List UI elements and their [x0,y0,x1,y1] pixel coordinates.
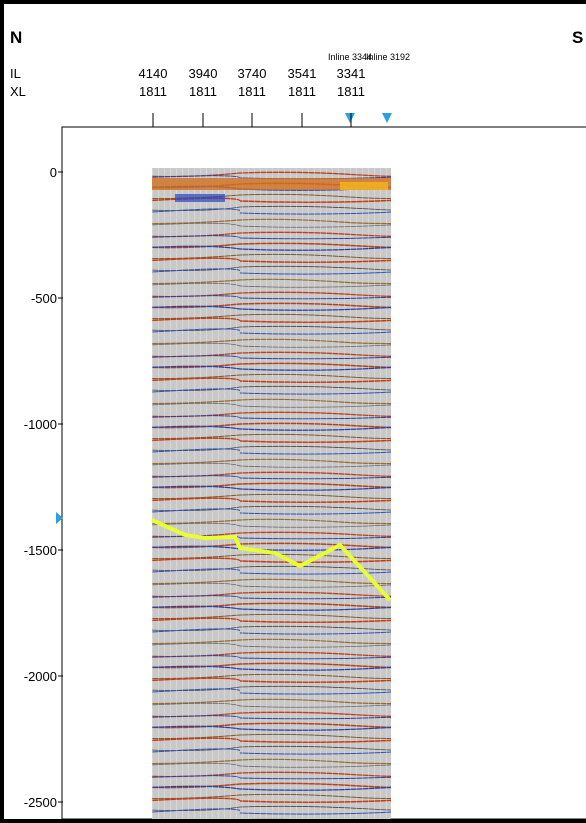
y-tick-label: 0 [50,165,57,180]
trace-xl: 1811 [139,84,167,99]
trace-il: 3341 [337,66,366,81]
south-label: S [572,28,583,47]
seismic-image [151,168,392,819]
horizon [151,518,392,602]
trace-xl: 1811 [337,84,365,99]
y-tick-label: -500 [31,291,57,306]
trace-xl: 1811 [189,84,217,99]
trace-il: 4140 [139,66,168,81]
depth-marker [56,512,63,524]
trace-il: 3541 [288,66,317,81]
y-tick-label: -1500 [24,543,57,558]
trace-il: 3740 [238,66,267,81]
north-label: N [10,28,22,47]
trace-xl: 1811 [288,84,316,99]
xl-label: XL [10,84,26,99]
y-tick-label: -2000 [24,669,57,684]
inline-annotation: Inline 3192 [366,52,410,62]
trace-il: 3940 [189,66,218,81]
inline-marker [345,113,355,123]
trace-xl: 1811 [238,84,266,99]
trace-header: 4140 1811 3940 1811 3740 1811 3541 1811 3341 1811 [139,66,366,127]
il-label: IL [10,66,21,81]
y-tick-label: -2500 [24,795,57,810]
y-axis: 0 -500 -1000 -1500 -2000 -2500 [24,165,63,810]
inline-annotation: Inline 3344 [328,52,372,62]
inline-marker [382,113,392,123]
y-tick-label: -1000 [24,417,57,432]
